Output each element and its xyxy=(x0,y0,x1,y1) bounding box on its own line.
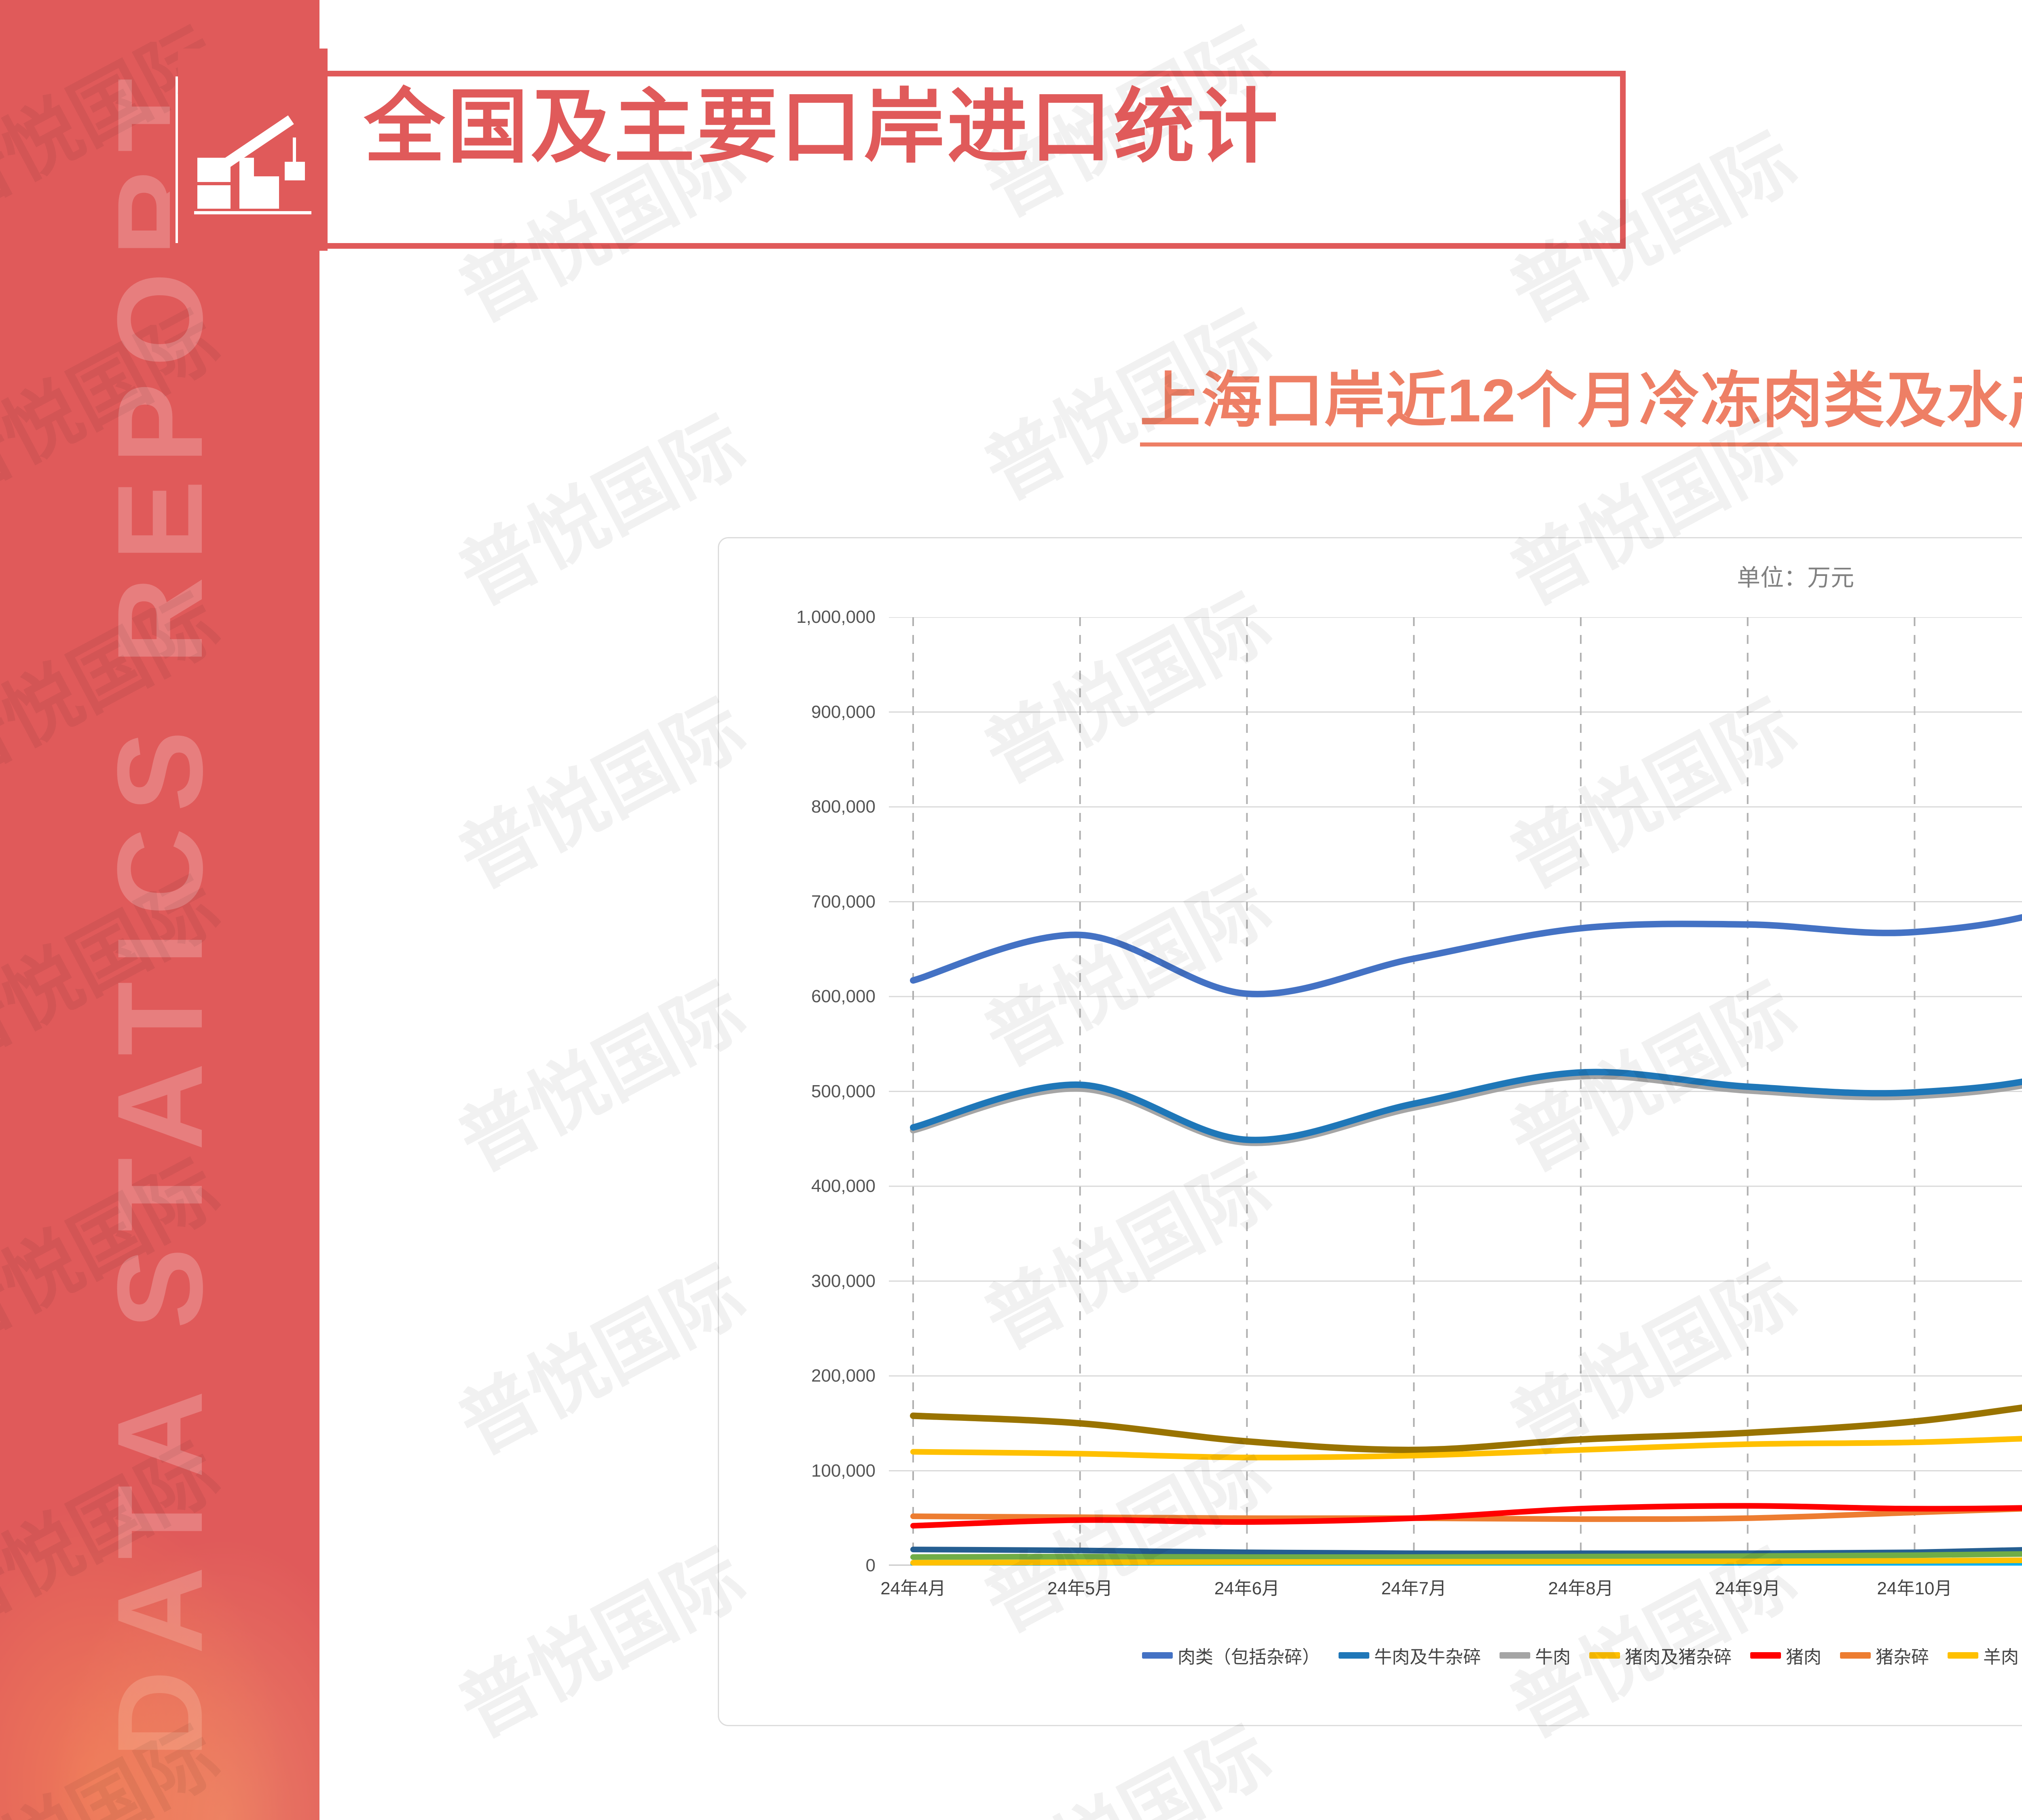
x-axis-tick-label: 24年9月 xyxy=(1715,1579,1781,1598)
legend-item[interactable]: 猪杂碎 xyxy=(1840,1642,1929,1668)
legend-label: 羊肉 xyxy=(1983,1647,2019,1667)
y-axis-tick-label: 400,000 xyxy=(811,1176,876,1196)
y-axis-tick-label: 200,000 xyxy=(811,1366,876,1386)
legend-label: 肉类（包括杂碎） xyxy=(1178,1647,1320,1667)
legend-item[interactable]: 猪肉 xyxy=(1750,1642,1821,1668)
watermark-text: 普悦国际 xyxy=(446,684,758,904)
y-axis-tick-label: 300,000 xyxy=(811,1271,876,1291)
y-axis-tick-label: 800,000 xyxy=(811,797,876,817)
page-title: 全国及主要口岸进口统计 xyxy=(364,82,1281,172)
y-axis-tick-label: 700,000 xyxy=(811,891,876,912)
legend-label: 猪杂碎 xyxy=(1876,1647,1929,1667)
y-axis-tick-label: 500,000 xyxy=(811,1081,876,1101)
legend-color-swatch xyxy=(1840,1652,1871,1659)
y-axis-tick-label: 600,000 xyxy=(811,986,876,1006)
watermark-text: 普悦国际 xyxy=(1488,1799,1812,1820)
x-axis-tick-label: 24年4月 xyxy=(880,1579,946,1598)
chart-subtitle: 上海口岸近12个月冷冻肉类及水产品进口金额走势 xyxy=(1140,364,2022,447)
watermark-text: 普悦国际 xyxy=(446,1250,758,1470)
legend-color-swatch xyxy=(1589,1652,1620,1659)
y-axis-labels: 0 100,000 200,000 300,000 400,000 500,000 600,… xyxy=(719,607,883,1575)
watermark-text: 普悦国际 xyxy=(446,1533,758,1753)
y-axis-tick-label: 0 xyxy=(865,1555,876,1575)
left-sidebar: DATA STATICS REPORT xyxy=(0,0,319,1820)
chart-plot-area xyxy=(889,617,2022,1566)
x-axis-tick-label: 24年7月 xyxy=(1381,1579,1447,1598)
x-axis-tick-label: 24年10月 xyxy=(1877,1579,1952,1598)
x-axis-labels: 24年4月24年5月24年6月24年7月24年8月24年9月24年10月24年1… xyxy=(880,1574,2022,1610)
chart-subtitle-wrap: 上海口岸近12个月冷冻肉类及水产品进口金额走势 xyxy=(687,364,2022,447)
legend-color-swatch xyxy=(1750,1652,1781,1659)
legend-label: 猪肉及猪杂碎 xyxy=(1625,1647,1732,1667)
x-axis-tick-label: 24年8月 xyxy=(1548,1579,1614,1598)
page-header: 全国及主要口岸进口统计 xyxy=(170,49,1626,275)
legend-item[interactable]: 肉类（包括杂碎） xyxy=(1142,1642,1320,1668)
y-axis-tick-label: 100,000 xyxy=(811,1460,876,1481)
line-chart-svg[interactable] xyxy=(889,617,2022,1566)
watermark-text: 普悦国际 xyxy=(446,967,758,1187)
legend-item[interactable]: 牛肉 xyxy=(1500,1642,1571,1668)
legend-color-swatch xyxy=(1339,1652,1369,1659)
legend-label: 牛肉 xyxy=(1535,1647,1571,1667)
chart-unit-label: 单位：万元 xyxy=(1736,565,1854,591)
port-crane-icon xyxy=(178,49,328,251)
header-frame xyxy=(170,71,1626,249)
legend-color-swatch xyxy=(1142,1652,1173,1659)
legend-item[interactable]: 牛肉及牛杂碎 xyxy=(1339,1642,1481,1668)
y-axis-tick-label: 900,000 xyxy=(811,702,876,722)
legend-item[interactable]: 羊肉 xyxy=(1948,1642,2019,1668)
legend-item[interactable]: 猪肉及猪杂碎 xyxy=(1589,1642,1732,1668)
legend-color-swatch xyxy=(1948,1652,1978,1659)
legend-label: 猪肉 xyxy=(1786,1647,1821,1667)
sidebar-gradient-decoration xyxy=(0,1456,319,1820)
legend-label: 牛肉及牛杂碎 xyxy=(1374,1647,1481,1667)
legend-color-swatch xyxy=(1500,1652,1530,1659)
y-axis-tick-label: 1,000,000 xyxy=(796,607,876,627)
chart-legend[interactable]: 肉类（包括杂碎）牛肉及牛杂碎牛肉猪肉及猪杂碎猪肉猪杂碎羊肉禽肉水产品食用水产品冻… xyxy=(719,1642,2022,1668)
chart-card: 单位：万元 0 100,000 200,000 300,000 400,000 500,0… xyxy=(718,537,2022,1726)
watermark-text: 普悦国际 xyxy=(437,1799,760,1820)
watermark-text: 普悦国际 xyxy=(2014,0,2022,237)
x-axis-tick-label: 24年5月 xyxy=(1047,1579,1113,1598)
x-axis-tick-label: 24年6月 xyxy=(1214,1579,1280,1598)
